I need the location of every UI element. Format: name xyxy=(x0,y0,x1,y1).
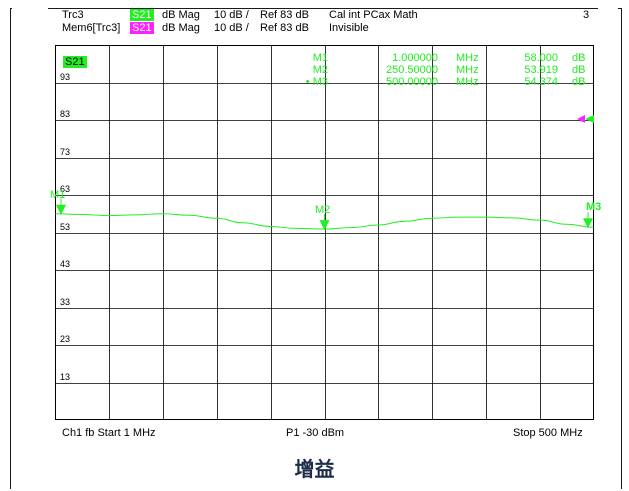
memory-status: Invisible xyxy=(329,22,369,34)
marker-m1-name[interactable]: M1 xyxy=(312,52,328,64)
marker-m2-value-unit: dB xyxy=(572,64,586,76)
window-frame xyxy=(10,8,622,489)
marker-m3-symbol[interactable] xyxy=(583,218,593,229)
channel-power-info[interactable]: P1 -30 dBm xyxy=(286,427,345,439)
marker-m1-symbol[interactable] xyxy=(56,204,66,215)
marker-symbols xyxy=(56,198,593,231)
y-tick-label: 63 xyxy=(60,184,71,194)
reference-level-markers xyxy=(577,115,594,123)
marker-m1-label[interactable]: M1 xyxy=(50,189,66,201)
trace-param-badge[interactable]: S21 xyxy=(130,9,154,21)
marker-m2-value: 53.919 xyxy=(524,64,558,76)
memory-scale[interactable]: 10 dB / xyxy=(214,22,249,34)
y-tick-label: 53 xyxy=(60,221,71,232)
marker-m2-label[interactable]: M2 xyxy=(315,204,331,216)
marker-m3-label[interactable]: M3 xyxy=(586,201,602,213)
caption-gain: 增益 xyxy=(294,459,335,481)
marker-m3-freq-unit: MHz xyxy=(456,76,479,88)
marker-m2-freq: 250.50000 xyxy=(386,64,438,76)
marker-m3-name[interactable]: • M3 xyxy=(305,76,328,88)
marker-m1-freq: 1.000000 xyxy=(392,52,438,64)
plot-param-badge[interactable]: S21 xyxy=(63,56,87,68)
marker-m2-symbol[interactable] xyxy=(319,220,330,231)
marker-m3-freq: 500.00000 xyxy=(386,76,438,88)
trace-diagram[interactable] xyxy=(55,45,594,420)
trace-name[interactable]: Trc3 xyxy=(62,9,84,21)
trace-cal-status: Cal int PCax Math xyxy=(329,9,418,21)
y-tick-label: 13 xyxy=(60,371,71,382)
frame-gap xyxy=(12,6,48,11)
ref-arrow-memory[interactable] xyxy=(577,115,585,123)
channel-start-info[interactable]: Ch1 fb Start 1 MHz xyxy=(62,427,156,439)
channel-stop-info[interactable]: Stop 500 MHz xyxy=(513,427,583,439)
marker-m1-value-unit: dB xyxy=(572,52,586,64)
memory-param-badge[interactable]: S21 xyxy=(130,22,154,34)
memory-format[interactable]: dB Mag xyxy=(162,22,200,34)
y-tick-label: 43 xyxy=(60,259,71,269)
memory-trace-name[interactable]: Mem6[Trc3] xyxy=(62,22,121,34)
trace-scale[interactable]: 10 dB / xyxy=(214,9,249,21)
trace-format[interactable]: dB Mag xyxy=(162,9,200,21)
y-tick-label: 73 xyxy=(60,146,71,157)
y-tick-label: 83 xyxy=(60,109,71,119)
marker-m2-name[interactable]: M2 xyxy=(312,64,328,76)
memory-ref[interactable]: Ref 83 dB xyxy=(260,22,309,34)
marker-m2-freq-unit: MHz xyxy=(456,64,479,76)
y-tick-label: 23 xyxy=(60,334,71,344)
trace-ref[interactable]: Ref 83 dB xyxy=(260,9,309,21)
marker-m3-value-unit: dB xyxy=(572,76,586,88)
frame-gap xyxy=(598,6,618,11)
window-number: 3 xyxy=(583,9,590,21)
y-tick-label: 93 xyxy=(60,71,71,82)
marker-m1-value: 58.000 xyxy=(524,52,558,64)
ref-arrow-trace[interactable] xyxy=(585,115,594,123)
marker-m3-value: 54.374 xyxy=(524,76,558,88)
marker-m1-freq-unit: MHz xyxy=(456,52,479,64)
grid-lines xyxy=(55,45,594,420)
y-tick-label: 33 xyxy=(60,296,71,307)
plot-border xyxy=(55,45,594,420)
trace-chart xyxy=(55,45,594,420)
